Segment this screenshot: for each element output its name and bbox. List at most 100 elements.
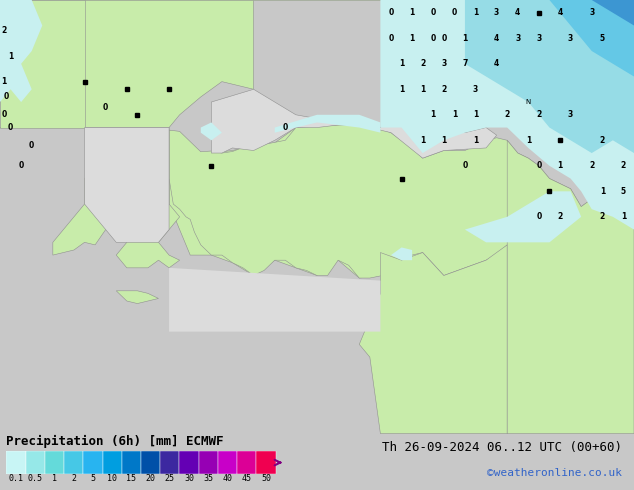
Bar xyxy=(256,451,276,474)
Text: 3: 3 xyxy=(441,59,446,68)
Text: 4: 4 xyxy=(557,8,562,17)
Polygon shape xyxy=(169,125,423,278)
Text: 2: 2 xyxy=(600,136,605,145)
Text: N: N xyxy=(526,99,531,105)
Text: 0.1: 0.1 xyxy=(8,474,23,483)
Text: 1: 1 xyxy=(452,110,457,119)
Bar xyxy=(198,451,218,474)
Polygon shape xyxy=(550,0,634,76)
Polygon shape xyxy=(359,245,507,434)
Text: Th 26-09-2024 06..12 UTC (00+60): Th 26-09-2024 06..12 UTC (00+60) xyxy=(382,441,622,454)
Text: 0: 0 xyxy=(430,8,436,17)
Polygon shape xyxy=(0,0,84,127)
Text: 1: 1 xyxy=(473,136,478,145)
Bar xyxy=(45,451,64,474)
Text: 0: 0 xyxy=(8,123,13,132)
Text: 1: 1 xyxy=(52,474,57,483)
Text: 0: 0 xyxy=(103,102,108,112)
Text: 0: 0 xyxy=(462,161,467,171)
Polygon shape xyxy=(465,191,581,243)
Text: 3: 3 xyxy=(515,34,521,43)
Text: Precipitation (6h) [mm] ECMWF: Precipitation (6h) [mm] ECMWF xyxy=(6,435,224,447)
Text: 20: 20 xyxy=(146,474,155,483)
Text: 3: 3 xyxy=(589,8,594,17)
Text: 2: 2 xyxy=(71,474,76,483)
Bar xyxy=(237,451,256,474)
Text: 0.5: 0.5 xyxy=(28,474,42,483)
Text: 2: 2 xyxy=(557,212,562,221)
Bar xyxy=(160,451,179,474)
Polygon shape xyxy=(201,122,222,140)
Text: 2: 2 xyxy=(621,161,626,171)
Text: 50: 50 xyxy=(261,474,271,483)
Text: 1: 1 xyxy=(8,51,13,61)
Text: 5: 5 xyxy=(600,34,605,43)
Bar xyxy=(103,451,122,474)
Text: 0: 0 xyxy=(536,212,541,221)
Text: 1: 1 xyxy=(420,136,425,145)
Text: 1: 1 xyxy=(430,110,436,119)
Polygon shape xyxy=(0,64,32,102)
Bar xyxy=(83,451,103,474)
Polygon shape xyxy=(211,89,496,158)
Text: 3: 3 xyxy=(473,85,478,94)
Text: 10: 10 xyxy=(107,474,117,483)
Text: 30: 30 xyxy=(184,474,194,483)
Text: 4: 4 xyxy=(494,34,499,43)
Text: 1: 1 xyxy=(410,34,415,43)
Text: 0: 0 xyxy=(4,93,9,101)
Text: 0: 0 xyxy=(283,123,288,132)
Polygon shape xyxy=(275,115,380,133)
Polygon shape xyxy=(507,140,634,434)
Text: 4: 4 xyxy=(515,8,521,17)
Text: 0: 0 xyxy=(430,34,436,43)
Text: 1: 1 xyxy=(526,136,531,145)
Polygon shape xyxy=(169,124,634,278)
Bar xyxy=(6,451,25,474)
Bar xyxy=(25,451,45,474)
Text: 2: 2 xyxy=(589,161,594,171)
Text: 5: 5 xyxy=(91,474,95,483)
Text: 1: 1 xyxy=(557,161,562,171)
Text: 3: 3 xyxy=(568,34,573,43)
Text: 5: 5 xyxy=(621,187,626,196)
Text: 45: 45 xyxy=(242,474,252,483)
Text: 1: 1 xyxy=(410,8,415,17)
Text: 40: 40 xyxy=(223,474,233,483)
Polygon shape xyxy=(116,291,158,303)
Polygon shape xyxy=(380,0,634,230)
Text: 7: 7 xyxy=(462,59,468,68)
Text: 2: 2 xyxy=(2,26,7,35)
Text: 1: 1 xyxy=(441,136,446,145)
Polygon shape xyxy=(0,127,179,268)
Polygon shape xyxy=(84,0,254,127)
Text: 25: 25 xyxy=(165,474,175,483)
Text: 2: 2 xyxy=(420,59,425,68)
Text: 1: 1 xyxy=(399,85,404,94)
Text: 2: 2 xyxy=(441,85,446,94)
Text: 3: 3 xyxy=(494,8,499,17)
Polygon shape xyxy=(0,0,42,76)
Text: 15: 15 xyxy=(126,474,136,483)
Text: ©weatheronline.co.uk: ©weatheronline.co.uk xyxy=(487,468,622,478)
Polygon shape xyxy=(84,127,169,243)
Text: 0: 0 xyxy=(2,110,7,119)
Text: 2: 2 xyxy=(536,110,541,119)
Text: 3: 3 xyxy=(568,110,573,119)
Text: 0: 0 xyxy=(389,34,394,43)
Text: 1: 1 xyxy=(473,110,478,119)
Bar xyxy=(141,451,160,474)
Text: 0: 0 xyxy=(441,34,446,43)
Text: 3: 3 xyxy=(536,34,541,43)
Polygon shape xyxy=(592,0,634,25)
Text: 0: 0 xyxy=(389,8,394,17)
Polygon shape xyxy=(465,0,634,153)
Text: 0: 0 xyxy=(536,161,541,171)
Bar xyxy=(64,451,83,474)
Bar xyxy=(122,451,141,474)
Text: 1: 1 xyxy=(399,59,404,68)
Text: 1: 1 xyxy=(420,85,425,94)
Text: 2: 2 xyxy=(600,212,605,221)
Bar xyxy=(179,451,198,474)
Polygon shape xyxy=(391,247,412,260)
